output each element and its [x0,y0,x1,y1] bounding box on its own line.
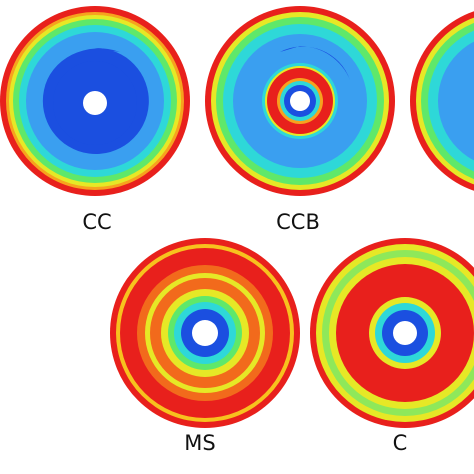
contour-disc [410,11,474,191]
contour-disc [110,238,300,428]
contour-disc [205,6,395,196]
panel-label: C [393,431,408,455]
contour-disc [310,238,474,428]
panel-label: MS [184,431,215,455]
panel-label: CCB [276,210,320,234]
panel-label: CC [82,210,111,234]
contour-disc [0,6,190,196]
